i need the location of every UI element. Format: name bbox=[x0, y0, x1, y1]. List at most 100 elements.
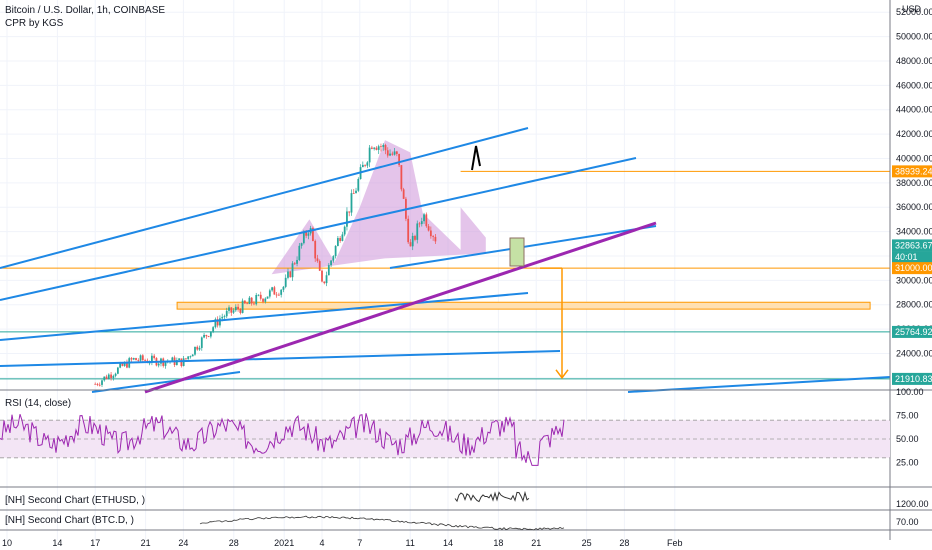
price-tag-label: 25764.92 bbox=[895, 327, 932, 337]
candle-body bbox=[130, 358, 133, 360]
time-tick-label: 18 bbox=[493, 538, 503, 548]
candle-body bbox=[264, 298, 267, 302]
candle-body bbox=[180, 358, 183, 367]
price-tag bbox=[892, 165, 932, 178]
candle-body bbox=[280, 289, 283, 295]
candle-body bbox=[126, 362, 128, 368]
rsi-tick-label: 100.00 bbox=[896, 387, 924, 397]
candle-body bbox=[355, 190, 357, 194]
candle-body bbox=[212, 327, 215, 332]
candle-body bbox=[205, 334, 208, 337]
candle-body bbox=[157, 363, 160, 366]
candle-body bbox=[187, 356, 190, 360]
candle-body bbox=[207, 336, 210, 337]
candle-body bbox=[98, 384, 101, 386]
price-tick-label: 28000.00 bbox=[896, 300, 932, 310]
price-tag-label: 21910.83 bbox=[895, 374, 932, 384]
candle-body bbox=[114, 373, 117, 376]
candle-body bbox=[234, 306, 237, 311]
time-tick-label: 24 bbox=[178, 538, 188, 548]
candle-body bbox=[350, 193, 353, 213]
time-tick-label: 21 bbox=[531, 538, 541, 548]
candle-body bbox=[380, 146, 382, 148]
channel-line bbox=[0, 157, 637, 301]
candle-body bbox=[219, 318, 221, 326]
time-tick-label: 7 bbox=[357, 538, 362, 548]
price-tick-label: 50000.00 bbox=[896, 32, 932, 42]
price-tick-label: 44000.00 bbox=[896, 105, 932, 115]
target-arrow-head bbox=[555, 369, 569, 380]
candle-body bbox=[389, 153, 391, 156]
candle-body bbox=[110, 374, 112, 378]
eth-pane-label: [NH] Second Chart (ETHUSD, ) bbox=[5, 495, 146, 506]
candle-body bbox=[300, 243, 303, 246]
candle-body bbox=[119, 363, 122, 368]
time-tick-label: 11 bbox=[406, 538, 415, 548]
candle-body bbox=[327, 265, 330, 276]
candle-body bbox=[382, 145, 385, 148]
rsi-tick-label: 75.00 bbox=[896, 411, 919, 421]
candle-body bbox=[339, 238, 342, 241]
support-zone bbox=[176, 301, 871, 310]
candle-body bbox=[420, 221, 423, 225]
candle-body bbox=[257, 294, 260, 296]
candle-body bbox=[287, 271, 289, 278]
candle-body bbox=[305, 232, 308, 236]
candle-body bbox=[175, 360, 178, 365]
candle-body bbox=[221, 316, 224, 319]
candle-body bbox=[271, 287, 274, 291]
eth-tick-label: 1200.00 bbox=[896, 499, 929, 509]
candle-body bbox=[148, 362, 151, 364]
candle-body bbox=[423, 214, 425, 222]
btcd-pane-label: [NH] Second Chart (BTC.D, ) bbox=[5, 515, 134, 526]
candle-body bbox=[325, 275, 328, 284]
channel-line bbox=[0, 292, 529, 341]
candle-body bbox=[255, 294, 258, 305]
time-tick-label: 10 bbox=[2, 538, 12, 548]
candle-body bbox=[373, 147, 376, 149]
candle-body bbox=[232, 310, 235, 313]
candle-body bbox=[307, 233, 310, 236]
price-tick-label: 40000.00 bbox=[896, 153, 932, 163]
candle-body bbox=[116, 367, 119, 374]
time-tick-label: 14 bbox=[52, 538, 62, 548]
candle-body bbox=[153, 355, 156, 359]
candle-body bbox=[137, 360, 140, 361]
candle-body bbox=[253, 303, 255, 305]
candle-body bbox=[289, 271, 292, 278]
price-tag bbox=[892, 262, 932, 275]
price-tag bbox=[892, 325, 932, 338]
candle-body bbox=[141, 355, 144, 361]
candle-body bbox=[216, 319, 219, 326]
head-marker bbox=[471, 145, 481, 171]
candle-body bbox=[189, 356, 192, 358]
candle-body bbox=[377, 146, 380, 150]
candle-body bbox=[334, 245, 337, 257]
candle-body bbox=[312, 228, 314, 241]
rsi-line bbox=[0, 413, 565, 466]
candle-body bbox=[275, 294, 278, 296]
channel-line bbox=[0, 127, 529, 269]
candle-body bbox=[203, 334, 205, 338]
price-tag bbox=[892, 251, 932, 264]
candle-body bbox=[429, 230, 432, 237]
candle-body bbox=[223, 316, 226, 318]
btcd-series bbox=[199, 515, 565, 531]
candle-body bbox=[101, 380, 103, 385]
candle-body bbox=[237, 306, 239, 310]
candle-body bbox=[343, 226, 346, 235]
candle-body bbox=[302, 232, 305, 244]
time-tick-label: Feb bbox=[667, 538, 683, 548]
candle-body bbox=[425, 214, 428, 227]
candle-body bbox=[364, 164, 366, 166]
time-tick-label: 17 bbox=[90, 538, 100, 548]
candle-body bbox=[164, 361, 167, 366]
candle-body bbox=[318, 261, 321, 271]
candle-body bbox=[248, 297, 251, 304]
candle-body bbox=[407, 218, 410, 243]
candle-body bbox=[273, 287, 276, 295]
candle-body bbox=[182, 358, 185, 367]
candle-body bbox=[112, 375, 115, 378]
candle-body bbox=[314, 240, 317, 259]
